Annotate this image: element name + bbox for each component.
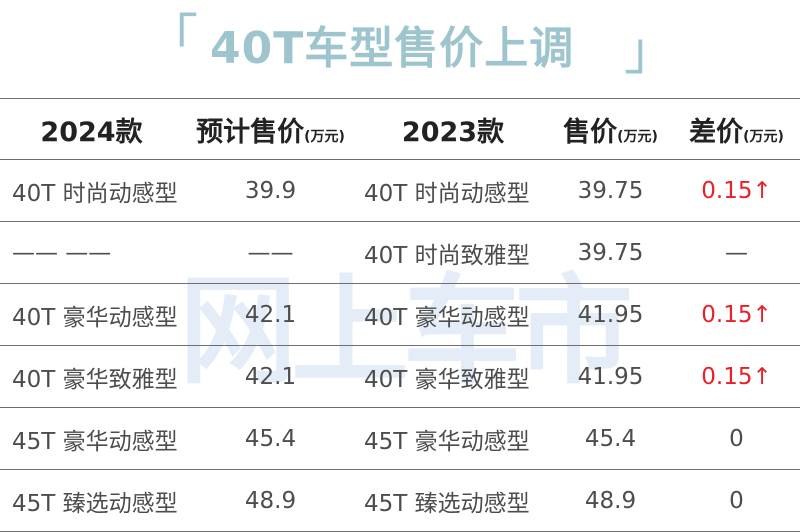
cell-2023-model: 45T 臻选动感型 — [358, 469, 548, 532]
table-row: 45T 豪华动感型 45.4 45T 豪华动感型 45.4 0 — [0, 407, 800, 470]
cell-price-difference: 0.15↑ — [673, 283, 800, 346]
cell-expected-price: 45.4 — [183, 407, 358, 470]
cell-2024-model: —— —— — [0, 221, 183, 284]
cell-2023-price: 39.75 — [548, 221, 673, 284]
title-banner: 「 40T车型售价上调 」 — [0, 0, 800, 98]
cell-2023-model: 40T 时尚致雅型 — [358, 221, 548, 284]
cell-2023-price: 39.75 — [548, 159, 673, 222]
table-header-row: 2024款 预计售价(万元) 2023款 售价(万元) 差价(万元) — [0, 98, 800, 160]
cell-2023-price: 41.95 — [548, 283, 673, 346]
title-left-bracket: 「 — [146, 10, 199, 70]
cell-expected-price: 42.1 — [183, 283, 358, 346]
cell-2024-model: 40T 时尚动感型 — [0, 159, 183, 222]
table-row: 40T 时尚动感型 39.9 40T 时尚动感型 39.75 0.15↑ — [0, 159, 800, 222]
cell-2023-model: 40T 时尚动感型 — [358, 159, 548, 222]
header-2023-model: 2023款 — [358, 98, 548, 160]
table-body: 40T 时尚动感型 39.9 40T 时尚动感型 39.75 0.15↑ —— —— —— 4… — [0, 159, 800, 532]
cell-price-difference: — — [673, 221, 800, 284]
cell-price-difference: 0 — [673, 469, 800, 532]
table-row: 40T 豪华致雅型 42.1 40T 豪华致雅型 41.95 0.15↑ — [0, 345, 800, 408]
cell-2024-model: 45T 臻选动感型 — [0, 469, 183, 532]
title-right-bracket: 」 — [624, 22, 677, 82]
cell-expected-price: 42.1 — [183, 345, 358, 408]
cell-2024-model: 40T 豪华动感型 — [0, 283, 183, 346]
cell-2023-price: 48.9 — [548, 469, 673, 532]
header-price: 售价(万元) — [548, 98, 673, 160]
page-title: 40T车型售价上调 — [210, 23, 575, 74]
cell-2023-model: 40T 豪华动感型 — [358, 283, 548, 346]
table-row: 45T 臻选动感型 48.9 45T 臻选动感型 48.9 0 — [0, 469, 800, 532]
cell-2023-model: 40T 豪华致雅型 — [358, 345, 548, 408]
cell-price-difference: 0 — [673, 407, 800, 470]
cell-2023-model: 45T 豪华动感型 — [358, 407, 548, 470]
cell-2023-price: 41.95 — [548, 345, 673, 408]
cell-price-difference: 0.15↑ — [673, 345, 800, 408]
price-comparison-table: 2024款 预计售价(万元) 2023款 售价(万元) 差价(万元) 40T 时… — [0, 98, 800, 532]
header-expected-price: 预计售价(万元) — [183, 98, 358, 160]
cell-2024-model: 45T 豪华动感型 — [0, 407, 183, 470]
table-row: 40T 豪华动感型 42.1 40T 豪华动感型 41.95 0.15↑ — [0, 283, 800, 346]
cell-expected-price: 39.9 — [183, 159, 358, 222]
cell-2024-model: 40T 豪华致雅型 — [0, 345, 183, 408]
cell-2023-price: 45.4 — [548, 407, 673, 470]
table-row: —— —— —— 40T 时尚致雅型 39.75— — [0, 221, 800, 284]
header-price-difference: 差价(万元) — [673, 98, 800, 160]
cell-price-difference: 0.15↑ — [673, 159, 800, 222]
cell-expected-price: —— — [183, 221, 358, 284]
header-2024-model: 2024款 — [0, 98, 183, 160]
cell-expected-price: 48.9 — [183, 469, 358, 532]
